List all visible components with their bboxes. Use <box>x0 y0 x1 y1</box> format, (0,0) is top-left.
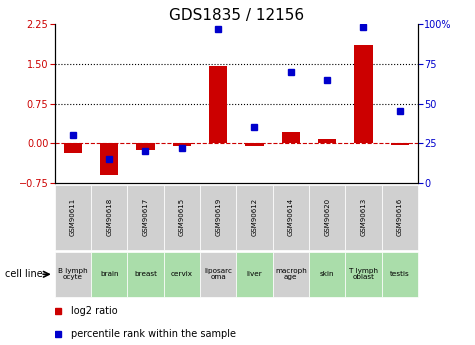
Bar <box>64 143 82 153</box>
Bar <box>55 185 91 250</box>
Bar <box>382 185 418 250</box>
Text: percentile rank within the sample: percentile rank within the sample <box>71 329 236 339</box>
Bar <box>91 252 127 297</box>
Bar <box>354 45 372 143</box>
Title: GDS1835 / 12156: GDS1835 / 12156 <box>169 8 304 23</box>
Bar <box>273 252 309 297</box>
Text: cell line: cell line <box>5 269 42 279</box>
Bar <box>163 252 200 297</box>
Bar <box>209 67 227 143</box>
Text: macroph
age: macroph age <box>275 268 307 280</box>
Text: GSM90619: GSM90619 <box>215 198 221 236</box>
Bar <box>136 143 154 150</box>
Text: liposarc
oma: liposarc oma <box>204 268 232 280</box>
Text: B lymph
ocyte: B lymph ocyte <box>58 268 87 280</box>
Text: breast: breast <box>134 271 157 277</box>
Bar <box>237 185 273 250</box>
Bar <box>382 252 418 297</box>
Text: GSM90612: GSM90612 <box>251 198 257 236</box>
Bar <box>100 143 118 175</box>
Bar <box>345 252 381 297</box>
Bar <box>345 185 381 250</box>
Text: GSM90620: GSM90620 <box>324 198 330 236</box>
Text: T lymph
oblast: T lymph oblast <box>349 268 378 280</box>
Text: testis: testis <box>390 271 410 277</box>
Bar <box>318 139 336 143</box>
Bar <box>237 252 273 297</box>
Bar <box>127 252 163 297</box>
Bar <box>309 252 345 297</box>
Text: GSM90617: GSM90617 <box>142 198 149 236</box>
Text: cervix: cervix <box>171 271 193 277</box>
Text: brain: brain <box>100 271 118 277</box>
Bar <box>127 185 163 250</box>
Text: GSM90616: GSM90616 <box>397 198 403 236</box>
Text: GSM90614: GSM90614 <box>288 198 294 236</box>
Bar <box>309 185 345 250</box>
Bar <box>173 143 191 146</box>
Bar <box>246 143 264 146</box>
Text: GSM90618: GSM90618 <box>106 198 112 236</box>
Text: skin: skin <box>320 271 334 277</box>
Text: liver: liver <box>247 271 262 277</box>
Text: GSM90615: GSM90615 <box>179 198 185 236</box>
Text: GSM90613: GSM90613 <box>361 198 367 236</box>
Text: log2 ratio: log2 ratio <box>71 306 118 316</box>
Bar <box>91 185 127 250</box>
Bar <box>55 252 91 297</box>
Bar <box>273 185 309 250</box>
Bar <box>163 185 200 250</box>
Bar <box>200 252 237 297</box>
Bar <box>282 131 300 143</box>
Bar <box>200 185 237 250</box>
Bar <box>391 143 409 145</box>
Text: GSM90611: GSM90611 <box>70 198 76 236</box>
